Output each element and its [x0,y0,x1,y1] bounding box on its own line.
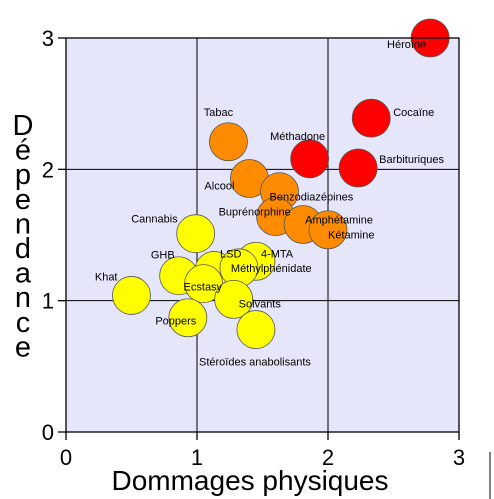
y-axis-label-char: n [15,208,31,240]
point-label-lsd: LSD [220,248,241,260]
x-tick-label: 3 [453,445,465,470]
point-label-4-mta: 4-MTA [261,248,294,260]
point-label-barbituriques: Barbituriques [379,154,444,166]
y-tick-label: 2 [42,157,54,182]
y-axis-label-char: n [15,282,31,314]
x-tick-label: 2 [322,445,334,470]
point-label-poppers: Poppers [155,316,196,328]
point-label-ghb: GHB [151,250,175,262]
point-cocaine [351,98,391,138]
y-tick-label: 1 [42,289,54,314]
y-axis-label-char: é [15,135,31,167]
y-axis-label-char: p [15,159,31,191]
y-axis-label-char: a [15,258,32,290]
point-steroides-anabolisants [236,310,276,349]
point-label-solvants: Solvants [239,298,282,310]
y-axis-label-char: D [13,110,34,142]
point-label-steroides-anabolisants: Stéroïdes anabolisants [199,357,311,369]
point-ketamine [308,210,348,250]
point-label-amphetamine: Amphétamine [305,214,373,226]
plot-area [66,38,459,432]
point-label-benzodiazepines: Benzodiazépines [270,192,354,204]
point-label-methadone: Méthadone [270,131,325,143]
y-axis-label-char: e [15,331,31,363]
y-axis-label-char: e [15,184,31,216]
point-label-khat: Khat [95,271,118,283]
x-tick-label: 1 [191,445,203,470]
point-methadone [290,139,330,179]
point-label-ketamine: Kétamine [328,230,374,242]
point-label-buprenorphine: Buprénorphine [219,207,291,219]
point-label-tabac: Tabac [204,107,234,119]
point-khat [112,276,151,315]
y-tick-label: 0 [42,420,54,445]
x-axis-label: Dommages physiques [111,465,388,496]
plot-frame [65,37,460,433]
y-axis-label-char: d [15,233,31,265]
point-label-ecstasy: Ecstasy [184,282,223,294]
point-label-methylphenidate: Méthylphénidate [231,263,312,275]
x-tick-label: 0 [60,445,72,470]
point-cannabis [176,214,216,254]
point-solvants [214,279,254,319]
y-axis-label-char: c [16,307,31,339]
y-tick-label: 3 [42,26,54,51]
data-points: Héroïne Cocaïne Méthadone Barbituriques Taba… [95,18,450,369]
point-barbituriques [338,148,378,188]
point-tabac [209,122,248,162]
point-label-heroine: Héroïne [387,39,426,51]
point-poppers [168,298,208,338]
axis-ticks: 0 1 2 3 0 1 2 3 [42,26,465,470]
point-label-cannabis: Cannabis [131,214,178,226]
point-label-cocaine: Cocaïne [393,107,434,119]
point-label-alcool: Alcool [204,181,234,193]
